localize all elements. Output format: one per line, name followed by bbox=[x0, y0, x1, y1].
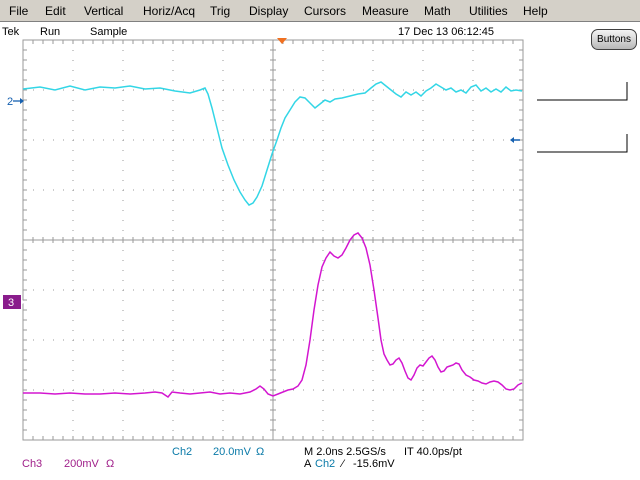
status-bar: Tek Run Sample 17 Dec 13 06:12:45 bbox=[0, 23, 530, 39]
ch2-impedance: Ω bbox=[256, 446, 265, 458]
side-bracket-lower bbox=[537, 134, 628, 153]
menu-measure[interactable]: Measure bbox=[362, 4, 409, 18]
menu-file[interactable]: File bbox=[9, 4, 29, 18]
menu-horiz-acq[interactable]: Horiz/Acq bbox=[143, 4, 196, 18]
trigger-position-icon[interactable] bbox=[277, 38, 287, 44]
readout-bar: Ch2 20.0mV Ω M 2.0ns 2.5GS/s IT 40.0ps/p… bbox=[0, 442, 640, 480]
svg-text:2: 2 bbox=[7, 96, 13, 108]
ch2-scale[interactable]: 20.0mV bbox=[213, 446, 251, 458]
trigger-slope-icon: ⁄ bbox=[342, 458, 344, 470]
interp-rate: IT 40.0ps/pt bbox=[404, 446, 462, 458]
menu-bar: File Edit Vertical Horiz/Acq Trig Displa… bbox=[0, 0, 640, 22]
acq-mode: Sample bbox=[90, 26, 128, 38]
side-panel bbox=[530, 23, 640, 480]
brand-label: Tek bbox=[2, 26, 20, 38]
menu-vertical[interactable]: Vertical bbox=[84, 4, 124, 18]
buttons-button[interactable]: Buttons bbox=[591, 29, 637, 50]
acq-state: Run bbox=[40, 26, 61, 38]
menu-display[interactable]: Display bbox=[249, 4, 289, 18]
timebase[interactable]: M 2.0ns 2.5GS/s bbox=[304, 446, 386, 458]
menu-cursors[interactable]: Cursors bbox=[304, 4, 347, 18]
menu-math[interactable]: Math bbox=[424, 4, 451, 18]
menu-edit[interactable]: Edit bbox=[45, 4, 66, 18]
svg-text:3: 3 bbox=[8, 297, 14, 309]
ch2-name[interactable]: Ch2 bbox=[172, 446, 193, 458]
datetime: 17 Dec 13 06:12:45 bbox=[398, 26, 495, 38]
ch3-waveform bbox=[23, 232, 523, 399]
trigger-prefix: A bbox=[304, 458, 312, 470]
menu-help[interactable]: Help bbox=[523, 4, 548, 18]
ch3-marker[interactable]: 3 bbox=[3, 295, 25, 309]
ch3-impedance: Ω bbox=[106, 458, 115, 470]
trigger-source[interactable]: Ch2 bbox=[315, 458, 336, 470]
ch2-waveform bbox=[22, 81, 523, 206]
trigger-level-icon[interactable] bbox=[510, 137, 520, 143]
trigger-level[interactable]: -15.6mV bbox=[353, 458, 395, 470]
ch2-marker[interactable]: 2 bbox=[7, 96, 24, 108]
menu-trig[interactable]: Trig bbox=[210, 4, 231, 18]
menu-utilities[interactable]: Utilities bbox=[469, 4, 508, 18]
side-bracket-upper bbox=[537, 82, 628, 101]
ch3-name[interactable]: Ch3 bbox=[22, 458, 43, 470]
graticule bbox=[22, 39, 524, 441]
ch3-scale[interactable]: 200mV bbox=[64, 458, 99, 470]
